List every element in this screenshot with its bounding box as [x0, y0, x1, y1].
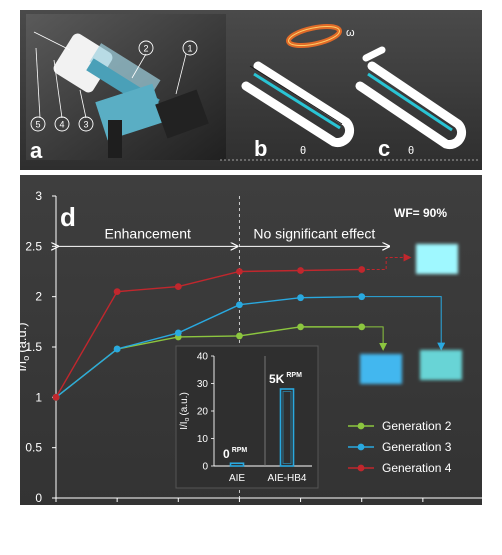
data-point-gen2	[297, 323, 304, 331]
enhancement-label: Enhancement	[105, 225, 192, 241]
legend-label: Generation 3	[382, 440, 452, 454]
y-tick-label: 2.5	[25, 239, 42, 253]
x-tick-label: 2000	[166, 515, 190, 527]
inset-y-label-sub: o	[184, 417, 191, 421]
panel-label-c: c	[378, 136, 390, 161]
series-line-gen3	[55, 295, 362, 398]
panel-label-b: b	[254, 136, 267, 161]
inset-background	[175, 345, 319, 489]
data-point-gen3	[174, 329, 182, 337]
tube-illustration-b: b θ	[241, 61, 355, 161]
inset-bar	[279, 388, 295, 467]
photo-callout-circle	[78, 116, 94, 132]
photo-callout-circle	[138, 40, 154, 56]
theta-b: θ	[300, 145, 306, 157]
inset-y-label-main: I/I	[179, 421, 190, 429]
x-tick-label: 0	[53, 515, 59, 527]
omega-symbol: ω	[346, 27, 355, 39]
data-point-gen4	[174, 283, 182, 290]
inset-y-tick-label: 20	[197, 407, 209, 418]
x-tick-label: 7000	[472, 515, 496, 527]
range-annotations: Enhancement No significant effect	[58, 225, 389, 246]
photo-callout-label: 2	[143, 44, 148, 54]
data-point-gen4	[52, 393, 60, 401]
x-tick-label: 3000	[227, 515, 251, 527]
tube-illustration-c: c θ	[355, 46, 467, 161]
inset-bar-label: 5K RPM	[269, 372, 302, 386]
photo-callout-circle	[182, 40, 198, 56]
inset-category-label: AIE	[229, 473, 245, 484]
data-point-gen4	[297, 267, 304, 274]
data-point-gen3	[297, 294, 304, 302]
inset-y-tick-label: 30	[197, 379, 209, 390]
panel-label-d: d	[60, 202, 76, 232]
leader-gen2	[361, 326, 388, 351]
theta-c: θ	[408, 145, 414, 157]
x-tick-label: 6000	[411, 515, 435, 527]
y-tick-label: 2	[35, 290, 42, 304]
inset-category-label: AIE-HB4	[268, 473, 307, 484]
panel-label-a: a	[30, 138, 43, 163]
photo-callout-label: 4	[59, 120, 64, 130]
inset-y-label-unit: (a.u.)	[179, 392, 190, 415]
y-tick-label: 1.5	[25, 340, 42, 354]
inset-bar-label-sup: RPM	[232, 447, 248, 454]
inset-bar-inner	[282, 391, 292, 464]
y-axis-label-sub: o	[21, 356, 31, 361]
rotor-illustration: ω	[286, 23, 355, 49]
legend-label: Generation 4	[382, 461, 452, 475]
x-tick-label: 4000	[288, 515, 312, 527]
y-tick-label: 3	[35, 189, 42, 203]
y-axis-label: I/Io (a.u.)	[14, 322, 31, 371]
inset-bar-label-main: 5K	[269, 372, 285, 386]
legend-label: Generation 2	[382, 419, 452, 433]
inset-y-tick-label: 40	[197, 352, 209, 363]
photo-callout-circle	[54, 116, 70, 132]
swatch-gen3	[420, 350, 462, 380]
inset-bar-label-main: 0	[223, 447, 230, 461]
y-axis-label-main: I/I	[14, 361, 29, 372]
series-line-gen4	[55, 268, 362, 398]
photo-callouts: 1 2 3 4 5	[30, 40, 198, 132]
inset-y-axis-label: I/Io (a.u.)	[179, 392, 191, 430]
legend-marker	[357, 422, 365, 430]
photo-panel-a: 1 2 3 4 5 a	[26, 14, 226, 163]
data-point-gen3	[113, 345, 121, 353]
leader-gen4	[361, 253, 412, 270]
no-effect-label: No significant effect	[253, 225, 375, 241]
photo-callout-label: 5	[35, 120, 40, 130]
inset-bar-label-sup: RPM	[286, 372, 302, 379]
swatch-gen2	[360, 354, 402, 384]
wf-annotation: WF= 90%	[394, 206, 447, 220]
legend-marker	[357, 443, 365, 451]
data-point-gen3	[236, 301, 243, 309]
swatch-gen4	[416, 244, 458, 274]
data-point-gen4	[236, 268, 243, 275]
inset-y-tick-label: 0	[202, 462, 208, 473]
inset-bar	[229, 462, 245, 467]
fluorescence-swatches	[360, 244, 462, 384]
photo-callout-label: 1	[187, 44, 192, 54]
data-point-gen4	[113, 288, 121, 296]
y-tick-label: 1	[35, 390, 42, 404]
data-point-gen2	[236, 332, 243, 340]
y-tick-label: 0	[35, 491, 42, 505]
y-tick-label: 0.5	[25, 441, 42, 455]
inset-bar-label: 0 RPM	[223, 447, 247, 461]
photo-callout-label: 3	[83, 120, 88, 130]
photo-callout-circle	[30, 116, 46, 132]
inset-y-tick-label: 10	[197, 434, 209, 445]
x-tick-label: 1000	[105, 515, 129, 527]
y-axis-label-unit: (a.u.)	[14, 322, 29, 352]
x-axis-label: Rotation (RPM)	[225, 528, 315, 543]
x-tick-label: 5000	[349, 515, 373, 527]
legend-marker	[357, 464, 365, 472]
legend: Generation 2 Generation 3 Generation 4	[348, 419, 452, 475]
leader-gen3	[361, 296, 446, 351]
